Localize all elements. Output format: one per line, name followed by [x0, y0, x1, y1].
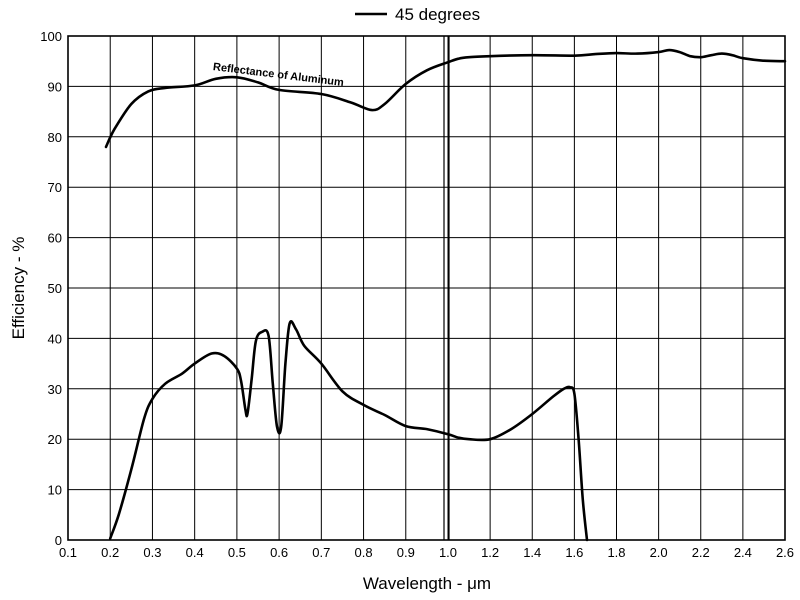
- y-tick-label: 20: [48, 432, 62, 447]
- y-tick-label: 50: [48, 281, 62, 296]
- series-group: [104, 48, 787, 542]
- y-tick-label: 30: [48, 382, 62, 397]
- y-tick-label: 40: [48, 331, 62, 346]
- y-tick-label: 90: [48, 79, 62, 94]
- x-tick-label: 2.2: [692, 545, 710, 560]
- plot-border: [67, 35, 786, 541]
- series-line-reflectance-of-aluminum: [104, 48, 787, 149]
- y-tick-label: 100: [40, 29, 62, 44]
- x-tick-label: 0.5: [228, 545, 246, 560]
- x-tick-label: 0.6: [270, 545, 288, 560]
- x-tick-label: 1.4: [523, 545, 541, 560]
- legend-label: 45 degrees: [395, 5, 480, 24]
- reference-lines: [443, 36, 450, 540]
- x-tick-label: 0.1: [59, 545, 77, 560]
- series-line-45-degrees: [108, 319, 589, 542]
- x-tick-label: 2.4: [734, 545, 752, 560]
- x-axis-label: Wavelength - μm: [363, 574, 491, 593]
- legend: 45 degrees: [355, 5, 480, 24]
- plot-frame: [67, 35, 786, 541]
- x-tick-label: 1.6: [565, 545, 583, 560]
- y-tick-label: 80: [48, 130, 62, 145]
- x-tick-label: 1.8: [607, 545, 625, 560]
- y-tick-label: 10: [48, 483, 62, 498]
- y-axis-label: Efficiency - %: [9, 237, 28, 340]
- x-tick-label: 2.0: [650, 545, 668, 560]
- y-tick-label: 60: [48, 231, 62, 246]
- x-tick-label: 2.6: [776, 545, 794, 560]
- y-tick-label: 70: [48, 180, 62, 195]
- x-tick-label: 0.3: [143, 545, 161, 560]
- x-tick-label: 0.2: [101, 545, 119, 560]
- y-tick-labels: 0 10 20 30 40 50 60 70 80 90 100: [40, 29, 62, 548]
- x-tick-label: 1.0: [439, 545, 457, 560]
- annotation-reflectance: Reflectance of Aluminum: [212, 61, 344, 89]
- x-tick-label: 0.9: [397, 545, 415, 560]
- x-tick-label: 0.4: [186, 545, 204, 560]
- x-tick-label: 0.7: [312, 545, 330, 560]
- x-tick-labels: 0.1 0.2 0.3 0.4 0.5 0.6 0.7 0.8 0.9 1.0 1.2 1.4 1.6 1…: [59, 545, 794, 560]
- x-tick-label: 0.8: [355, 545, 373, 560]
- x-tick-label: 1.2: [481, 545, 499, 560]
- y-tick-label: 0: [55, 533, 62, 548]
- grid: [67, 35, 786, 541]
